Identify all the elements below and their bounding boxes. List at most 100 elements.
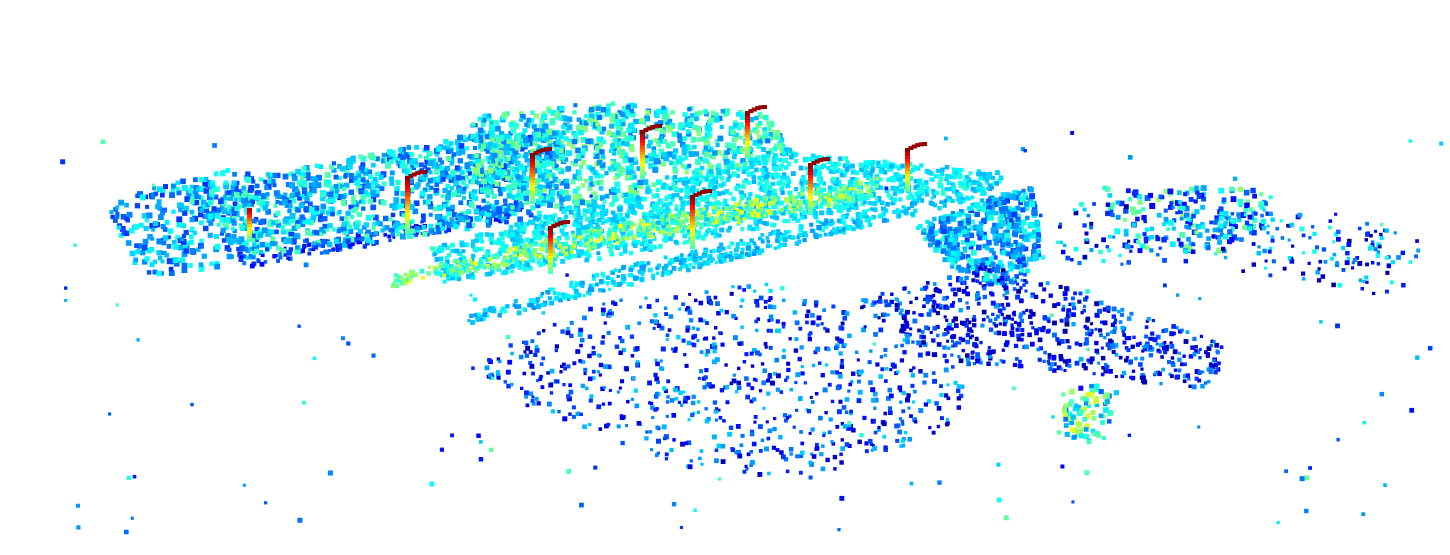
point	[390, 212, 396, 218]
point	[708, 201, 713, 206]
point	[870, 201, 876, 206]
point	[440, 168, 446, 175]
point	[697, 136, 703, 142]
point	[708, 164, 714, 171]
point	[644, 219, 650, 224]
point	[227, 247, 232, 253]
point	[793, 216, 798, 221]
point	[555, 237, 560, 242]
point	[213, 186, 220, 193]
point	[521, 230, 526, 235]
point	[628, 135, 635, 142]
point	[682, 233, 688, 239]
point	[119, 226, 126, 232]
point	[440, 194, 445, 199]
point	[214, 213, 221, 219]
point	[643, 158, 649, 164]
point	[328, 249, 331, 253]
point	[410, 219, 415, 224]
point	[839, 184, 844, 189]
point	[319, 238, 324, 243]
point	[907, 169, 913, 175]
point	[524, 200, 530, 205]
point	[632, 187, 638, 192]
point	[617, 141, 623, 147]
point	[573, 103, 578, 108]
point	[655, 271, 660, 275]
point	[286, 256, 290, 260]
point	[615, 245, 620, 251]
point	[601, 288, 606, 293]
point	[688, 151, 695, 157]
point	[488, 156, 493, 161]
point	[576, 117, 581, 122]
point	[693, 261, 698, 265]
point	[575, 224, 581, 230]
point	[681, 150, 687, 156]
point	[288, 247, 293, 252]
point	[540, 247, 545, 252]
point	[871, 214, 876, 220]
point	[741, 169, 747, 174]
point	[552, 176, 558, 182]
point	[665, 175, 670, 180]
point	[479, 184, 484, 189]
point	[488, 257, 493, 262]
point	[620, 279, 626, 284]
point	[846, 207, 851, 212]
point	[539, 294, 543, 299]
point	[740, 251, 744, 255]
point	[525, 189, 532, 196]
point	[373, 239, 379, 245]
point	[958, 199, 963, 205]
point	[491, 159, 496, 164]
point	[532, 235, 537, 241]
point	[563, 251, 569, 257]
point	[336, 248, 340, 253]
point	[601, 209, 606, 215]
point	[410, 164, 417, 170]
point	[811, 202, 816, 207]
point	[510, 127, 517, 134]
point	[543, 214, 548, 220]
point	[600, 107, 607, 113]
point	[630, 169, 635, 174]
point	[522, 266, 528, 272]
point	[450, 158, 455, 163]
point	[129, 250, 136, 257]
point	[514, 231, 520, 236]
point	[350, 214, 355, 219]
point	[677, 133, 682, 138]
point	[189, 248, 195, 254]
point	[422, 172, 428, 177]
point	[847, 225, 852, 230]
point	[880, 167, 885, 173]
point	[427, 194, 433, 200]
point	[828, 169, 834, 174]
point	[851, 226, 856, 232]
point	[464, 225, 471, 232]
point	[232, 229, 237, 234]
point	[892, 210, 896, 214]
point	[507, 188, 513, 194]
point	[183, 205, 189, 212]
point	[620, 131, 627, 138]
point	[626, 282, 632, 287]
point	[874, 183, 880, 189]
point	[362, 170, 369, 176]
point	[475, 163, 481, 169]
point	[629, 108, 634, 114]
point	[725, 211, 730, 216]
point	[228, 239, 234, 246]
point	[572, 222, 577, 227]
point	[621, 227, 626, 232]
point	[703, 145, 708, 150]
point	[398, 275, 404, 281]
point	[519, 111, 524, 116]
point	[187, 188, 193, 194]
point	[537, 189, 543, 195]
point	[238, 236, 245, 242]
point	[754, 129, 760, 135]
point	[543, 221, 549, 226]
point	[708, 221, 712, 226]
